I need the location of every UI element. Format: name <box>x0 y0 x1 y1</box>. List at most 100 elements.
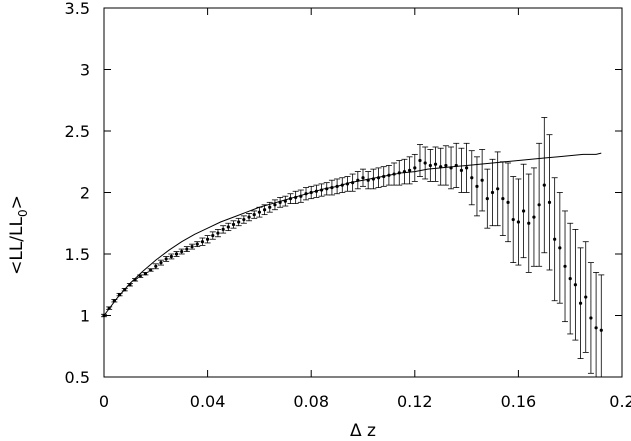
data-point <box>444 163 448 168</box>
y-axis-title: <LL/LL0> <box>7 195 30 275</box>
data-point <box>242 217 246 222</box>
data-point-group <box>344 176 351 192</box>
data-point-group <box>463 142 470 193</box>
data-point-group <box>536 142 543 267</box>
data-point-group <box>261 204 268 216</box>
y-axis-title-subscript: 0 <box>16 209 30 217</box>
data-point-group <box>137 274 144 278</box>
x-tick-label: 0.16 <box>501 392 537 411</box>
data-point-group <box>416 144 423 177</box>
data-point-group <box>220 225 227 234</box>
data-point-group <box>328 179 335 196</box>
data-point <box>568 277 572 281</box>
data-point <box>475 184 479 188</box>
data-point <box>257 210 261 214</box>
data-point <box>211 233 215 238</box>
data-point-group <box>494 151 501 227</box>
data-point <box>413 166 417 170</box>
data-point <box>439 165 443 169</box>
data-point <box>159 261 163 265</box>
data-point-group <box>360 168 366 187</box>
x-tick-label: 0.12 <box>397 392 433 411</box>
y-tick-label: 1 <box>80 307 90 326</box>
data-point-group <box>199 237 206 246</box>
data-point <box>345 182 350 186</box>
data-point <box>252 213 256 217</box>
data-point-group <box>546 134 553 271</box>
x-tick-label: 0.04 <box>190 392 226 411</box>
data-point <box>361 176 365 180</box>
data-point <box>174 252 179 256</box>
data-point <box>553 237 557 241</box>
data-point <box>356 178 360 182</box>
data-point-group <box>121 288 128 292</box>
data-point <box>382 174 386 179</box>
data-point <box>112 299 116 303</box>
data-point-group <box>116 292 123 297</box>
data-point <box>304 192 308 196</box>
data-point-group <box>530 167 537 267</box>
data-point-group <box>432 146 439 182</box>
data-point <box>423 161 427 165</box>
data-point <box>221 227 225 231</box>
data-point-group <box>375 167 382 188</box>
data-point <box>558 246 562 250</box>
data-point <box>123 288 127 292</box>
data-point-group <box>525 173 532 273</box>
data-point <box>138 274 142 278</box>
data-point-group <box>313 184 320 198</box>
data-point-group <box>214 228 221 238</box>
data-point-group <box>401 158 408 185</box>
data-point <box>433 162 438 166</box>
data-point <box>516 220 521 224</box>
data-point-group <box>484 168 491 229</box>
data-point <box>143 272 148 276</box>
data-point-group <box>163 256 170 262</box>
data-point-group <box>354 171 361 190</box>
data-point-group <box>194 241 201 248</box>
data-point <box>428 163 432 168</box>
data-point-group <box>251 210 258 219</box>
data-point-group <box>577 247 584 359</box>
data-point-group <box>157 259 164 266</box>
data-point <box>226 225 230 229</box>
data-point-group <box>406 156 413 185</box>
data-point-group <box>168 253 175 260</box>
data-point <box>154 264 158 268</box>
data-point-group <box>505 162 512 243</box>
data-point <box>392 172 396 176</box>
data-point-group <box>551 177 558 302</box>
data-point-group <box>515 178 522 266</box>
data-point <box>371 177 375 181</box>
data-point <box>376 176 381 180</box>
data-point <box>387 173 391 177</box>
data-point <box>578 301 583 305</box>
data-point <box>537 203 541 207</box>
data-point-group <box>587 262 594 374</box>
data-point-group <box>318 183 325 197</box>
fit-curve <box>103 152 602 316</box>
data-point <box>185 247 189 251</box>
y-axis-title-main: <LL/LL <box>7 216 27 274</box>
data-point <box>527 221 531 225</box>
data-point-group <box>448 146 455 190</box>
data-point <box>397 171 401 175</box>
x-tick-label: 0.2 <box>609 392 631 411</box>
data-point-group <box>422 146 429 180</box>
data-point-group <box>323 182 330 196</box>
data-point <box>599 328 603 332</box>
data-point <box>511 217 515 222</box>
data-point-group <box>339 177 346 193</box>
data-point <box>563 264 567 268</box>
data-point <box>335 184 339 188</box>
y-tick-label: 1.5 <box>65 245 90 264</box>
data-point <box>268 205 272 209</box>
data-point <box>351 181 355 185</box>
data-point-group <box>391 162 398 186</box>
data-point-group <box>468 150 475 206</box>
data-point-group <box>240 215 247 224</box>
data-point <box>273 203 277 207</box>
data-point-group <box>308 185 315 200</box>
data-point-group <box>370 168 377 190</box>
